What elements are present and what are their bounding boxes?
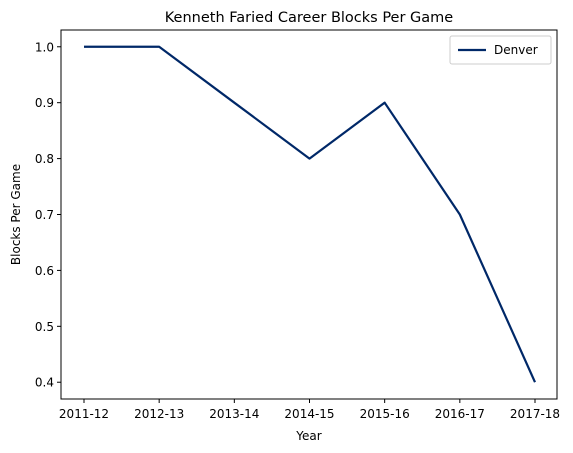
x-axis-label: Year [295, 429, 321, 443]
x-tick-label: 2016-17 [435, 407, 485, 421]
plot-area [60, 29, 558, 400]
y-tick-label: 0.4 [35, 376, 54, 390]
y-axis: 0.4 0.5 0.6 0.7 0.8 0.9 1.0 [35, 40, 61, 390]
y-tick-label: 0.9 [35, 96, 54, 110]
legend-label-denver: Denver [494, 43, 538, 57]
y-tick-label: 0.7 [35, 208, 54, 222]
x-tick-label: 2013-14 [209, 407, 259, 421]
legend: Denver [449, 35, 552, 65]
chart-title: Kenneth Faried Career Blocks Per Game [165, 10, 454, 26]
y-tick-label: 0.8 [35, 152, 54, 166]
x-tick-label: 2014-15 [284, 407, 334, 421]
plot-frame [60, 29, 558, 400]
y-tick-label: 0.6 [35, 264, 54, 278]
x-tick-label: 2015-16 [360, 407, 410, 421]
y-axis-label: Blocks Per Game [9, 164, 23, 265]
series-line-denver [84, 45, 537, 383]
legend-box [449, 35, 552, 65]
x-tick-label: 2011-12 [59, 407, 109, 421]
y-tick-label: 1.0 [35, 40, 54, 54]
series-layer [83, 45, 537, 383]
x-tick-label: 2017-18 [510, 407, 560, 421]
y-tick-label: 0.5 [35, 320, 54, 334]
x-tick-label: 2012-13 [134, 407, 184, 421]
x-axis: 2011-12 2012-13 2013-14 2014-15 2015-16 2016-… [59, 399, 560, 421]
